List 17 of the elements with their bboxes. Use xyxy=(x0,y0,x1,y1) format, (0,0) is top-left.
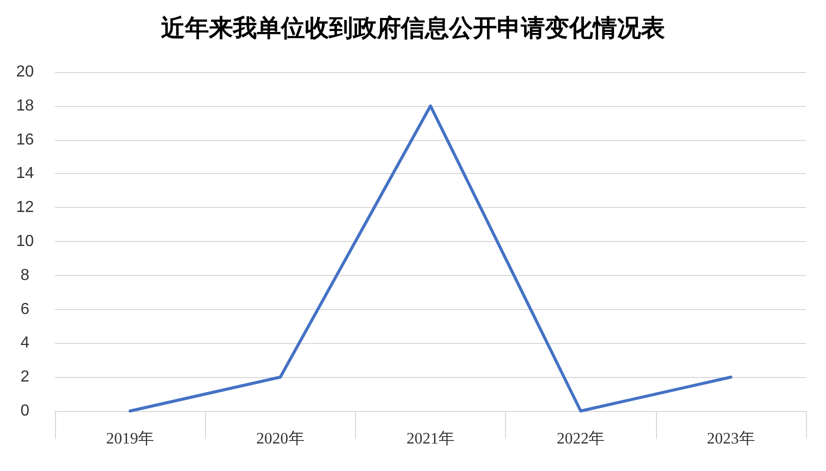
x-tick-label: 2020年 xyxy=(256,430,304,448)
x-tick-label: 2021年 xyxy=(406,430,454,448)
y-tick-label: 12 xyxy=(16,199,34,216)
y-tick-label: 16 xyxy=(16,131,34,148)
y-tick-label: 8 xyxy=(20,266,30,284)
y-tick-label: 4 xyxy=(20,334,30,352)
x-tick-label: 2022年 xyxy=(556,430,605,448)
y-tick-label: 0 xyxy=(20,402,30,420)
y-tick-label: 20 xyxy=(16,64,34,80)
y-tick-label: 10 xyxy=(16,233,34,250)
x-tick-label: 2023年 xyxy=(706,430,755,448)
y-tick-label: 18 xyxy=(16,97,34,114)
chart-title: 近年来我单位收到政府信息公开申请变化情况表 xyxy=(161,15,665,42)
y-tick-label: 2 xyxy=(20,368,30,386)
x-tick-label: 2019年 xyxy=(106,430,154,448)
y-tick-label: 14 xyxy=(16,165,34,182)
y-tick-label: 6 xyxy=(20,300,30,318)
